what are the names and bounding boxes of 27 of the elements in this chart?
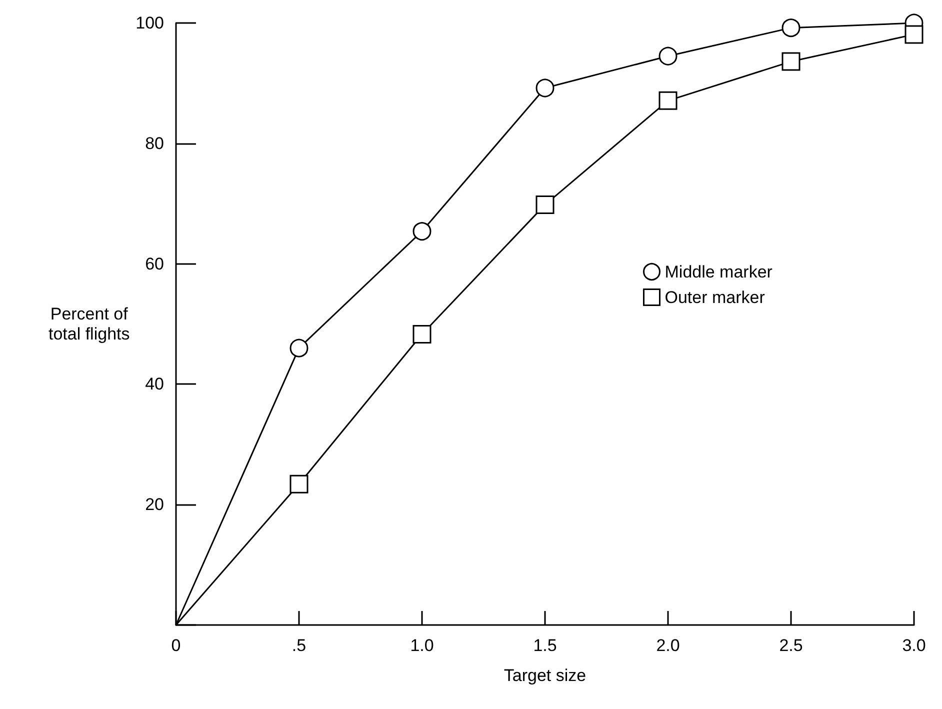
legend-label: Middle marker bbox=[664, 262, 773, 282]
x-tick-label: 1.5 bbox=[533, 636, 557, 655]
y-tick-label: 60 bbox=[145, 254, 164, 274]
x-tick-label: 2.0 bbox=[656, 636, 680, 655]
point bbox=[904, 25, 924, 44]
x-axis-title: Target size bbox=[504, 666, 586, 685]
point bbox=[412, 222, 432, 241]
point bbox=[290, 474, 308, 494]
legend-label: Outer marker bbox=[664, 288, 766, 307]
x-tick-label: 2.5 bbox=[779, 636, 803, 655]
y-tick-label: 20 bbox=[145, 495, 164, 514]
point bbox=[658, 46, 678, 66]
x-tick-label: 0 bbox=[171, 636, 181, 655]
y-tick-label: 100 bbox=[136, 14, 164, 32]
x-tick-label: .5 bbox=[292, 636, 306, 655]
y-tick-label: 80 bbox=[145, 134, 164, 153]
point bbox=[290, 338, 308, 358]
point bbox=[782, 52, 800, 71]
x-tick-label: 3.0 bbox=[902, 636, 926, 655]
point bbox=[536, 78, 554, 98]
point bbox=[658, 91, 678, 110]
y-tick-label: 40 bbox=[145, 374, 164, 394]
point bbox=[412, 324, 432, 344]
point bbox=[536, 196, 554, 214]
y-axis-title: Percent of total flights bbox=[48, 304, 130, 344]
point bbox=[782, 18, 800, 38]
x-tick-label: 1.0 bbox=[410, 636, 434, 655]
